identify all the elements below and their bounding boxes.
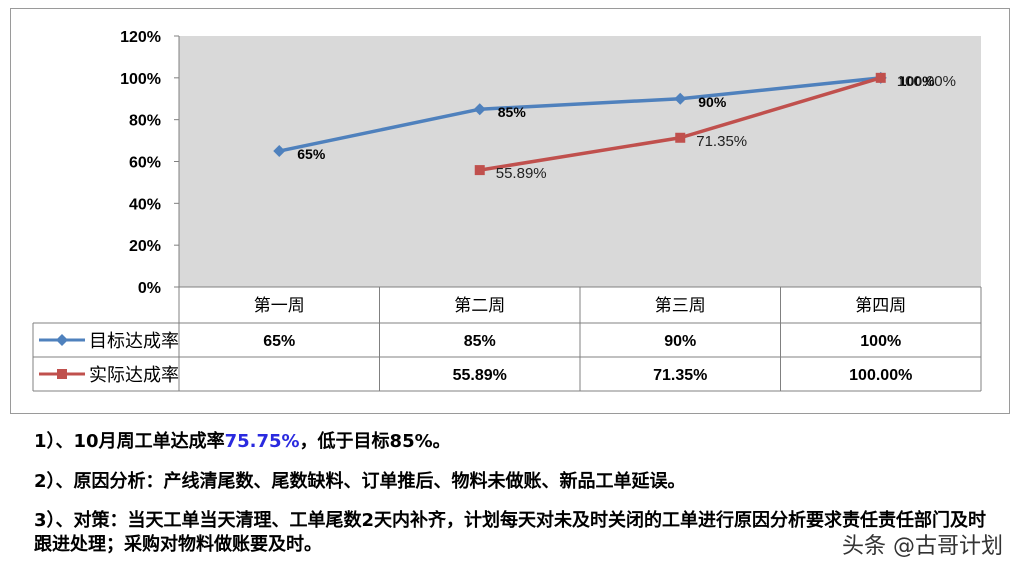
y-tick-label: 40% <box>129 196 161 213</box>
legend-marker <box>57 369 67 379</box>
note-completion-rate: 1）、10月周工单达成率75.75%，低于目标85%。 <box>34 430 451 454</box>
table-cell-value: 65% <box>263 333 295 350</box>
actual-data-label: 55.89% <box>496 165 547 182</box>
table-cell-value: 71.35% <box>653 367 707 384</box>
note-cause-analysis: 2）、原因分析：产线清尾数、尾数缺料、订单推后、物料未做账、新品工单延误。 <box>34 471 686 492</box>
actual-data-label: 71.35% <box>696 133 747 150</box>
target-point <box>273 145 286 158</box>
target-point <box>674 92 687 105</box>
legend-label: 目标达成率 <box>89 331 179 352</box>
table-cell-value: 85% <box>464 333 496 350</box>
target-series-line <box>278 76 881 153</box>
target-data-label: 100% <box>899 73 935 89</box>
legend-label: 实际达成率 <box>89 365 179 386</box>
table-cell-value: 90% <box>664 333 696 350</box>
actual-point <box>875 72 886 83</box>
y-tick-label: 0% <box>138 280 161 297</box>
y-tick-label: 60% <box>129 155 161 172</box>
x-category-label: 第一周 <box>254 296 305 316</box>
x-category-label: 第二周 <box>454 296 505 316</box>
note1-prefix: 1）、10月周工单达成率 <box>34 431 225 452</box>
watermark: 头条 @古哥计划 <box>842 534 1003 559</box>
x-category-label: 第三周 <box>655 296 706 316</box>
note1-highlight: 75.75% <box>224 431 300 452</box>
table-cell-value: 100% <box>860 333 901 350</box>
note1-suffix: ，低于目标85%。 <box>299 431 451 452</box>
target-data-label: 65% <box>297 146 326 162</box>
y-tick-label: 100% <box>120 71 161 88</box>
legend-marker <box>56 334 68 346</box>
target-point <box>473 103 486 116</box>
actual-point <box>675 132 686 143</box>
y-tick-label: 120% <box>120 29 161 46</box>
note-countermeasures: 3）、对策：当天工单当天清理、工单尾数2天内补齐，计划每天对未及时关闭的工单进行… <box>34 510 987 555</box>
y-tick-label: 80% <box>129 113 161 130</box>
chart-frame: 0% 20% 40% 60% 80% 100% 120% 第一周 第二周 第三周 第四周目标达成率 6… <box>10 8 1010 414</box>
x-category-label: 第四周 <box>855 296 906 316</box>
plot-area <box>179 36 981 287</box>
actual-point <box>474 165 485 176</box>
y-tick-label: 20% <box>129 238 161 255</box>
table-cell-value: 100.00% <box>849 367 912 384</box>
table-cell-value: 55.89% <box>453 367 507 384</box>
target-data-label: 85% <box>498 104 527 120</box>
actual-data-label: 100.00% <box>897 73 956 90</box>
target-data-label: 90% <box>698 94 727 110</box>
